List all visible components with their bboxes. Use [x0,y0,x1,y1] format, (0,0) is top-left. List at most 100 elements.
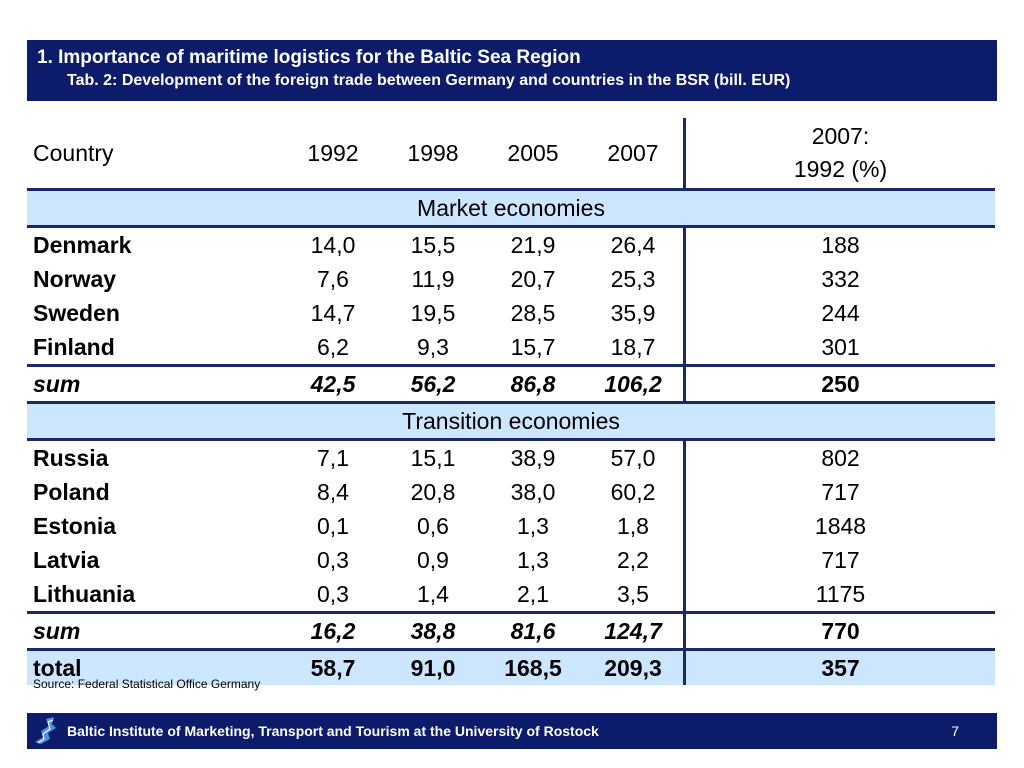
section-label: Market economies [27,188,995,228]
value-1998: 0,9 [417,547,449,573]
value-2005: 38,0 [510,479,556,505]
country-cell: Finland [33,334,115,360]
table-row: Latvia 0,3 0,9 1,3 2,2 717 [27,543,995,577]
country-cell: Sweden [33,300,120,326]
value-ratio: 244 [683,296,995,330]
sum-ratio: 770 [683,611,995,650]
source-note: Source: Federal Statistical Office Germa… [33,677,261,691]
total-2005: 168,5 [483,648,583,685]
sum-1998: 56,2 [383,364,483,403]
ratio-header-line1: 2007: [811,123,870,149]
table-row: Sweden 14,7 19,5 28,5 35,9 244 [27,296,995,330]
section-row-market: Market economies [27,188,995,228]
sum-label: sum [27,611,283,650]
sum-2005: 81,6 [483,611,583,650]
value-1998: 20,8 [410,479,456,505]
value-2007: 3,5 [617,581,649,607]
value-2005: 38,9 [510,445,556,471]
total-ratio: 357 [683,648,995,685]
value-2007: 25,3 [610,266,656,292]
total-label: total [27,648,283,685]
page-number: 7 [951,723,959,739]
value-1992: 7,1 [317,445,349,471]
value-2005: 15,7 [510,334,556,360]
slide-title: 1. Importance of maritime logistics for … [37,47,581,68]
col-header-2005: 2005 [507,140,559,166]
col-header-2007: 2007 [607,140,659,166]
value-1998: 15,1 [410,445,456,471]
value-1992: 14,0 [310,232,356,258]
sum-label: sum [27,364,283,403]
slide-footer: Baltic Institute of Marketing, Transport… [27,713,997,749]
value-1998: 11,9 [411,266,455,292]
value-2007: 57,0 [610,445,656,471]
institute-logo-icon [35,717,56,744]
country-cell: Lithuania [33,581,136,607]
value-1998: 19,5 [410,300,456,326]
table-row: Russia 7,1 15,1 38,9 57,0 802 [27,439,995,475]
table-row: Poland 8,4 20,8 38,0 60,2 717 [27,475,995,509]
value-2007: 18,7 [610,334,656,360]
col-header-ratio: 2007: 1992 (%) [683,118,995,190]
table-row: Denmark 14,0 15,5 21,9 26,4 188 [27,226,995,262]
sum-2007: 124,7 [583,611,685,650]
sum-row-transition: sum 16,2 38,8 81,6 124,7 770 [27,611,995,650]
value-2005: 21,9 [510,232,556,258]
sum-2005: 86,8 [483,364,583,403]
value-1992: 7,6 [317,266,349,292]
value-1998: 1,4 [417,581,449,607]
col-header-1998: 1998 [407,140,459,166]
value-2005: 20,7 [510,266,556,292]
value-2007: 2,2 [617,547,649,573]
country-cell: Estonia [33,513,117,539]
country-cell: Denmark [33,232,132,258]
table-row: Finland 6,2 9,3 15,7 18,7 301 [27,330,995,366]
value-ratio: 301 [683,330,995,366]
col-header-country: Country [33,140,114,166]
value-ratio: 717 [683,543,995,577]
country-cell: Poland [33,479,110,505]
value-2005: 28,5 [510,300,556,326]
value-2007: 60,2 [610,479,656,505]
total-1998: 91,0 [383,648,483,685]
value-2005: 1,3 [517,547,549,573]
sum-1992: 42,5 [283,364,383,403]
value-ratio: 332 [683,262,995,296]
sum-2007: 106,2 [583,364,685,403]
value-ratio: 717 [683,475,995,509]
value-1992: 6,2 [317,334,349,360]
country-cell: Norway [33,266,117,292]
total-1992: 58,7 [283,648,383,685]
total-2007: 209,3 [583,648,685,685]
col-header-1992: 1992 [307,140,359,166]
table-caption: Tab. 2: Development of the foreign trade… [67,72,791,89]
sum-1998: 38,8 [383,611,483,650]
total-row: total 58,7 91,0 168,5 209,3 357 [27,648,995,685]
table-row: Norway 7,6 11,9 20,7 25,3 332 [27,262,995,296]
table-header-row: Country 1992 1998 2005 2007 2007: 1992 (… [27,118,995,190]
value-1992: 0,3 [317,547,349,573]
country-cell: Russia [33,445,109,471]
value-1992: 14,7 [310,300,356,326]
table-row: Estonia 0,1 0,6 1,3 1,8 1848 [27,509,995,543]
sum-1992: 16,2 [283,611,383,650]
value-1998: 9,3 [417,334,449,360]
ratio-header-line2: 1992 (%) [793,156,888,182]
slide-header: 1. Importance of maritime logistics for … [27,40,997,101]
value-2007: 26,4 [610,232,656,258]
table-row: Lithuania 0,3 1,4 2,1 3,5 1175 [27,577,995,613]
value-1992: 8,4 [317,479,349,505]
value-2005: 2,1 [517,581,549,607]
sum-ratio: 250 [683,364,995,403]
value-ratio: 1848 [683,509,995,543]
value-ratio: 188 [683,226,995,262]
value-2005: 1,3 [517,513,549,539]
sum-row-market: sum 42,5 56,2 86,8 106,2 250 [27,364,995,403]
section-row-transition: Transition economies [27,401,995,441]
value-1992: 0,3 [317,581,349,607]
value-ratio: 1175 [683,577,995,613]
country-cell: Latvia [33,547,100,573]
value-1998: 0,6 [417,513,449,539]
footer-text: Baltic Institute of Marketing, Transport… [67,723,599,739]
value-1998: 15,5 [410,232,456,258]
